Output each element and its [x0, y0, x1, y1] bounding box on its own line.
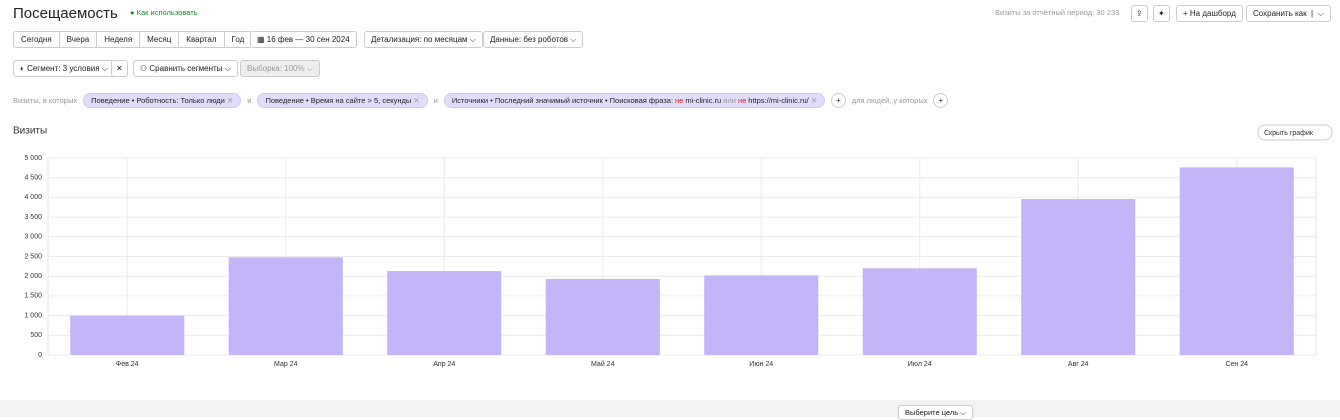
compare-button[interactable]: ⚇ Сравнить сегменты ⌵ — [133, 60, 238, 77]
goal-text: Выберите цель — [905, 408, 959, 417]
period-button[interactable]: Год — [224, 31, 253, 48]
chip-text: https://mi-clinic.ru/ — [748, 96, 809, 105]
bar — [862, 268, 977, 355]
bar — [387, 271, 502, 355]
help-link[interactable]: ● Как использовать — [130, 8, 198, 17]
dashboard-text: На дашборд — [1189, 9, 1236, 18]
add-condition[interactable]: + — [831, 93, 846, 108]
y-tick-label: 1 000 — [24, 312, 42, 319]
data-button[interactable]: Данные: без роботов ⌵ — [483, 31, 584, 48]
save-button[interactable]: Сохранить как | ⌵ — [1246, 5, 1331, 22]
x-tick-label: Фев 24 — [116, 361, 139, 368]
y-tick-label: 2 500 — [24, 253, 42, 260]
detail-button[interactable]: Детализация: по месяцам ⌵ — [364, 31, 483, 48]
filter-chip[interactable]: Поведение • Время на сайте > 5, секунды … — [257, 93, 428, 108]
x-tick-label: Июл 24 — [908, 361, 932, 368]
bar — [70, 315, 185, 355]
y-tick-label: 500 — [30, 332, 42, 339]
filter-joiner: и — [433, 96, 438, 105]
period-button[interactable]: Вчера — [59, 31, 98, 48]
segment-button[interactable]: ◐ Сегмент: 3 условия ⌵ — [13, 60, 115, 77]
ai-button[interactable]: ✦ — [1153, 5, 1170, 22]
goal-select[interactable]: Выберите цель ⌵ — [898, 405, 973, 420]
help-text: Как использовать — [136, 8, 198, 17]
filter-suffix: для людей, у которых — [851, 96, 928, 105]
bar — [228, 257, 343, 355]
x-tick-label: Май 24 — [591, 360, 615, 368]
sample-text: Выборка: 100% — [247, 64, 305, 73]
footer — [0, 400, 1340, 417]
visits-total: Визиты за отчётный период: 30 233 — [995, 8, 1120, 17]
period-button[interactable]: Квартал — [179, 31, 225, 48]
filter-prefix: Визиты, в которых — [13, 96, 78, 105]
hide-chart-button[interactable] — [1257, 124, 1333, 141]
filter-row: Визиты, в которых Поведение • Роботность:… — [13, 93, 949, 108]
bar — [704, 275, 819, 355]
save-text: Сохранить как — [1253, 9, 1307, 18]
data-text: Данные: без роботов — [490, 35, 569, 44]
add-condition[interactable]: + — [933, 93, 949, 108]
y-tick-label: 2 000 — [24, 273, 42, 280]
chip-remove[interactable]: ✕ — [808, 96, 818, 105]
x-tick-label: Авг 24 — [1068, 361, 1089, 368]
filter-joiner: и — [247, 96, 252, 105]
chip-text: не — [675, 96, 684, 105]
x-tick-label: Сен 24 — [1225, 361, 1248, 368]
chip-text: Поведение • Роботность: Только люди — [91, 96, 225, 105]
x-tick-label: Июн 24 — [749, 361, 773, 368]
chart: Визиты Скрыть график 0 500 1 000 1 500 2 000… — [13, 124, 1333, 368]
period-group: Сегодня Вчера Неделя Месяц Квартал Год — [13, 31, 253, 48]
segment-clear[interactable]: ✕ — [111, 60, 128, 77]
filter-chip[interactable]: Источники • Последний значимый источник … — [443, 93, 826, 108]
y-tick-label: 1 500 — [24, 293, 42, 300]
segment-text: Сегмент: 3 условия — [27, 64, 100, 73]
page-title: Посещаемость — [13, 5, 118, 22]
bar — [545, 278, 660, 355]
export-button[interactable]: ⇪ — [1131, 5, 1148, 22]
chip-text: Поведение • Время на сайте > 5, секунды — [265, 96, 412, 105]
y-tick-label: 4 500 — [24, 175, 42, 182]
sample-button[interactable]: Выборка: 100% ⌵ — [240, 60, 320, 77]
y-tick-label: 0 — [38, 352, 42, 359]
hide-chart-text: Скрыть график — [1264, 130, 1314, 137]
chip-text: не — [737, 96, 747, 105]
period-button[interactable]: Месяц — [140, 31, 180, 48]
detail-text: Детализация: по месяцам — [371, 35, 468, 44]
period-button[interactable]: Сегодня — [13, 31, 60, 48]
chip-text: или — [723, 96, 736, 105]
y-tick-label: 3 500 — [24, 214, 42, 221]
date-text: 16 фев — 30 сен 2024 — [266, 35, 350, 44]
period-button[interactable]: Неделя — [97, 31, 141, 48]
date-button[interactable]: ▦ 16 фев — 30 сен 2024 — [250, 31, 357, 48]
y-tick-label: 3 000 — [24, 234, 42, 241]
chip-text: Источники • Последний значимый источник … — [451, 96, 674, 105]
x-tick-label: Мар 24 — [274, 361, 298, 368]
compare-text: Сравнить сегменты — [149, 64, 223, 73]
chip-text: mi-clinic.ru — [685, 96, 722, 105]
chip-remove[interactable]: ✕ — [224, 96, 234, 105]
filter-chip[interactable]: Поведение • Роботность: Только люди ✕ — [83, 93, 242, 108]
y-tick-label: 4 000 — [24, 194, 42, 201]
x-tick-label: Апр 24 — [433, 361, 455, 368]
bar — [1179, 167, 1294, 355]
dashboard-button[interactable]: + На дашборд — [1176, 5, 1243, 22]
bar — [1021, 198, 1136, 355]
chart-title: Визиты — [13, 126, 47, 137]
y-tick-label: 5 000 — [24, 155, 42, 162]
chip-remove[interactable]: ✕ — [411, 96, 420, 105]
